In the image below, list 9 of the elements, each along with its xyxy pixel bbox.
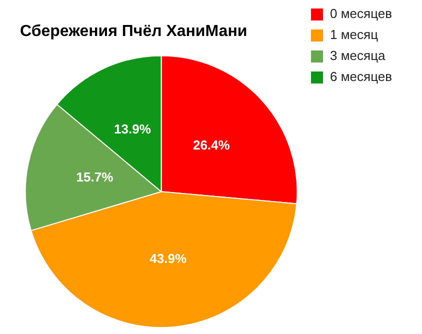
data-label: 15.7% bbox=[76, 169, 114, 184]
data-label: 43.9% bbox=[150, 250, 187, 266]
legend-label: 6 месяцев bbox=[330, 69, 392, 84]
data-label: 13.9% bbox=[114, 122, 152, 137]
data-label: 26.4% bbox=[192, 137, 230, 152]
text: Сбережения Пчёл ХаниМани bbox=[20, 23, 248, 40]
legend-label: 1 месяц bbox=[330, 27, 379, 42]
legend-label: 0 месяцев bbox=[330, 6, 392, 22]
legend-label: 3 месяца bbox=[330, 48, 386, 64]
